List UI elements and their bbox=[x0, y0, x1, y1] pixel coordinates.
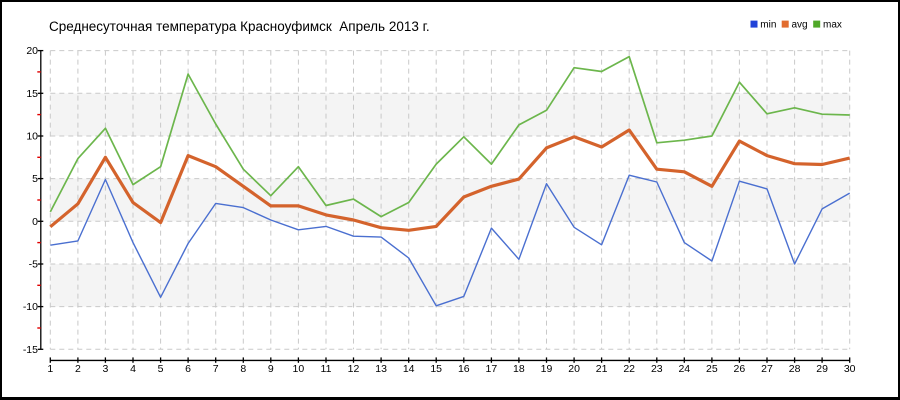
svg-text:23: 23 bbox=[651, 363, 663, 375]
svg-text:29: 29 bbox=[816, 363, 828, 375]
svg-text:19: 19 bbox=[541, 363, 553, 375]
svg-text:7: 7 bbox=[213, 363, 219, 375]
svg-text:Среднесуточная температура Кра: Среднесуточная температура Красноуфимск … bbox=[49, 19, 430, 34]
svg-text:21: 21 bbox=[596, 363, 608, 375]
svg-text:27: 27 bbox=[761, 363, 773, 375]
svg-text:12: 12 bbox=[348, 363, 360, 375]
svg-text:10: 10 bbox=[293, 363, 305, 375]
svg-text:1: 1 bbox=[47, 363, 53, 375]
svg-text:4: 4 bbox=[130, 363, 136, 375]
svg-text:10: 10 bbox=[26, 131, 38, 143]
svg-text:14: 14 bbox=[403, 363, 415, 375]
svg-text:26: 26 bbox=[734, 363, 746, 375]
svg-text:16: 16 bbox=[458, 363, 470, 375]
svg-text:15: 15 bbox=[430, 363, 442, 375]
svg-text:-10: -10 bbox=[23, 301, 38, 313]
svg-text:18: 18 bbox=[513, 363, 525, 375]
svg-text:8: 8 bbox=[240, 363, 246, 375]
svg-text:-15: -15 bbox=[23, 344, 38, 356]
svg-text:3: 3 bbox=[102, 363, 108, 375]
svg-text:25: 25 bbox=[706, 363, 718, 375]
svg-text:5: 5 bbox=[158, 363, 164, 375]
svg-text:11: 11 bbox=[321, 363, 332, 375]
svg-text:13: 13 bbox=[375, 363, 387, 375]
svg-text:2: 2 bbox=[75, 363, 81, 375]
svg-text:20: 20 bbox=[26, 45, 38, 57]
svg-text:15: 15 bbox=[26, 88, 38, 100]
svg-text:24: 24 bbox=[678, 363, 690, 375]
svg-text:-5: -5 bbox=[29, 259, 38, 271]
svg-text:20: 20 bbox=[568, 363, 580, 375]
svg-text:0: 0 bbox=[32, 216, 38, 228]
svg-text:5: 5 bbox=[32, 173, 38, 185]
svg-text:9: 9 bbox=[268, 363, 274, 375]
svg-text:28: 28 bbox=[789, 363, 801, 375]
svg-text:30: 30 bbox=[844, 363, 856, 375]
svg-text:avg: avg bbox=[792, 20, 808, 31]
svg-text:6: 6 bbox=[185, 363, 191, 375]
svg-text:min: min bbox=[760, 20, 776, 31]
svg-text:max: max bbox=[823, 20, 842, 31]
svg-text:22: 22 bbox=[623, 363, 635, 375]
svg-text:17: 17 bbox=[486, 363, 498, 375]
